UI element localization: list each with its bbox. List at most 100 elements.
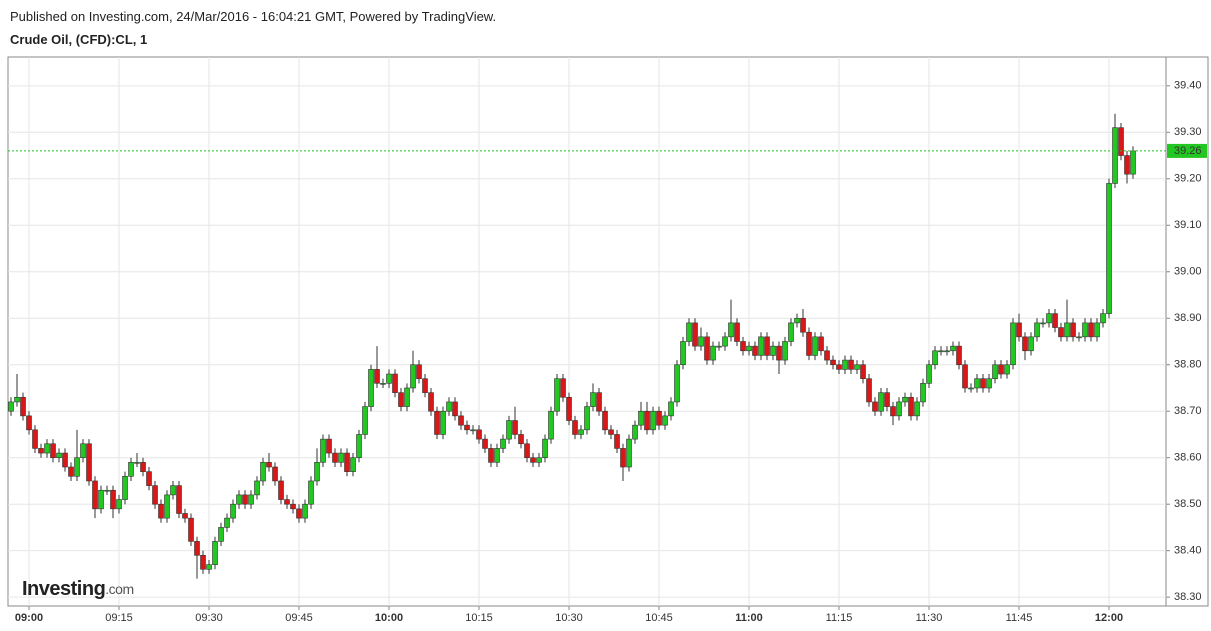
candle-body xyxy=(236,494,242,505)
candle-body xyxy=(398,392,404,407)
candle-body xyxy=(1124,155,1130,175)
candle-body xyxy=(500,438,506,449)
candle-body xyxy=(752,345,758,356)
candle-body xyxy=(1022,336,1028,352)
candle-body xyxy=(956,345,962,366)
candle-body xyxy=(926,364,932,384)
y-tick-label: 38.60 xyxy=(1174,452,1202,464)
candle-body xyxy=(998,364,1004,375)
candle-body xyxy=(26,415,32,431)
candle-body xyxy=(206,564,212,570)
candle-body xyxy=(908,396,914,417)
candle-body xyxy=(932,350,938,366)
candle-body xyxy=(704,336,710,361)
candle-body xyxy=(80,443,86,459)
candles xyxy=(8,113,1136,579)
candle-body xyxy=(56,452,62,459)
candle-body xyxy=(782,341,788,361)
candle-body xyxy=(722,336,728,347)
candle-body xyxy=(536,457,542,463)
candle-body xyxy=(836,364,842,370)
candle-body xyxy=(806,331,812,356)
candle-body xyxy=(410,364,416,389)
candle-body xyxy=(212,541,218,565)
instrument-title: Crude Oil, (CFD):CL, 1 xyxy=(10,32,148,47)
candle-body xyxy=(1076,336,1082,339)
candle-body xyxy=(656,410,662,426)
candle-body xyxy=(308,480,314,505)
candle-body xyxy=(584,406,590,431)
candle-body xyxy=(572,420,578,435)
candle-body xyxy=(314,462,320,482)
candle-body xyxy=(446,401,452,412)
candle-body xyxy=(578,429,584,435)
candle-body xyxy=(776,345,782,361)
candle-body xyxy=(1088,322,1094,338)
candle-body xyxy=(968,387,974,390)
candle-body xyxy=(644,410,650,431)
candle-body xyxy=(638,410,644,426)
x-tick-label: 11:30 xyxy=(916,612,943,624)
candle-body xyxy=(506,420,512,440)
candle-body xyxy=(1082,322,1088,338)
candle-body xyxy=(710,345,716,361)
candle-body xyxy=(218,527,224,542)
candle-body xyxy=(164,494,170,519)
candle-body xyxy=(296,508,302,519)
candle-body xyxy=(560,378,566,398)
last-price-label: 39.26 xyxy=(1174,145,1202,157)
y-tick-label: 39.30 xyxy=(1174,126,1202,138)
candle-body xyxy=(614,434,620,449)
grid xyxy=(8,57,1170,610)
candle-body xyxy=(140,462,146,472)
candle-body xyxy=(248,494,254,505)
y-tick-label: 38.30 xyxy=(1174,591,1202,603)
candle-body xyxy=(698,336,704,347)
candle-body xyxy=(668,401,674,417)
candle-body xyxy=(626,438,632,468)
candle-body xyxy=(128,462,134,477)
candle-body xyxy=(566,396,572,421)
candle-body xyxy=(1094,322,1100,338)
published-note: Published on Investing.com, 24/Mar/2016 … xyxy=(10,9,497,24)
candle-body xyxy=(14,396,20,403)
candle-body xyxy=(770,345,776,356)
candle-body xyxy=(680,341,686,366)
candle-body xyxy=(32,429,38,449)
x-tick-label: 12:00 xyxy=(1095,612,1123,624)
candle-body xyxy=(974,378,980,389)
candle-body xyxy=(662,415,668,426)
candle-body xyxy=(728,322,734,338)
candle-body xyxy=(524,443,530,459)
candle-body xyxy=(470,429,476,432)
x-tick-label: 09:15 xyxy=(105,612,133,624)
candle-body xyxy=(74,457,80,477)
candle-body xyxy=(920,383,926,403)
candle-body xyxy=(194,541,200,556)
candle-body xyxy=(530,457,536,463)
y-tick-label: 39.00 xyxy=(1174,266,1202,278)
candle-body xyxy=(284,499,290,505)
candle-body xyxy=(596,392,602,412)
candle-body xyxy=(158,503,164,519)
candle-body xyxy=(326,438,332,454)
candle-body xyxy=(890,406,896,417)
candle-body xyxy=(152,485,158,505)
candle-body xyxy=(812,336,818,356)
candle-body xyxy=(740,341,746,352)
candle-body xyxy=(1040,322,1046,325)
candle-body xyxy=(494,448,500,463)
candle-body xyxy=(896,401,902,417)
candle-body xyxy=(1118,127,1124,156)
candle-body xyxy=(92,480,98,510)
x-tick-label: 10:45 xyxy=(645,612,673,624)
candle-body xyxy=(1058,327,1064,338)
candle-body xyxy=(512,420,518,435)
candle-body xyxy=(758,336,764,356)
candle-body xyxy=(230,503,236,519)
candle-body xyxy=(980,378,986,389)
candle-body xyxy=(872,401,878,412)
candle-body xyxy=(260,462,266,482)
x-tick-label: 09:45 xyxy=(285,612,313,624)
